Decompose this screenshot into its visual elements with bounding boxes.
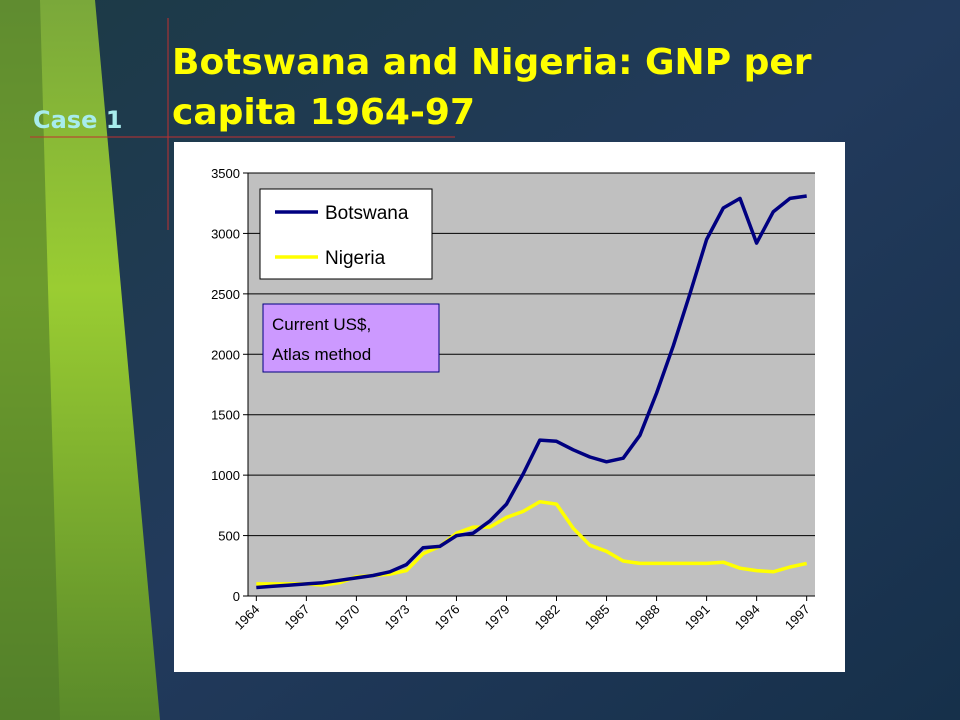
y-tick-label: 3500	[211, 166, 240, 181]
legend: Botswana Nigeria	[275, 203, 409, 269]
chart-title: Botswana and Nigeria: GNP per capita 196…	[172, 42, 812, 133]
y-tick-label: 2500	[211, 287, 240, 302]
y-tick-label: 1000	[211, 468, 240, 483]
marks	[243, 172, 815, 601]
y-tick-label: 0	[233, 589, 240, 604]
legend-label: Nigeria	[325, 248, 386, 269]
annotation-box	[262, 303, 440, 373]
slide-label: Case 1	[33, 106, 123, 134]
y-tick-label: 500	[218, 529, 240, 544]
series-line	[256, 194, 807, 590]
strip-shade	[0, 0, 60, 720]
legend-label: Botswana	[325, 203, 409, 224]
y-tick-label: 3000	[211, 226, 240, 241]
legend-box	[259, 188, 433, 280]
annotation-line: Current US$,	[272, 315, 371, 334]
y-tick-label: 1500	[211, 408, 240, 423]
annotation-line: Atlas method	[272, 345, 371, 364]
y-tick-label: 2000	[211, 347, 240, 362]
